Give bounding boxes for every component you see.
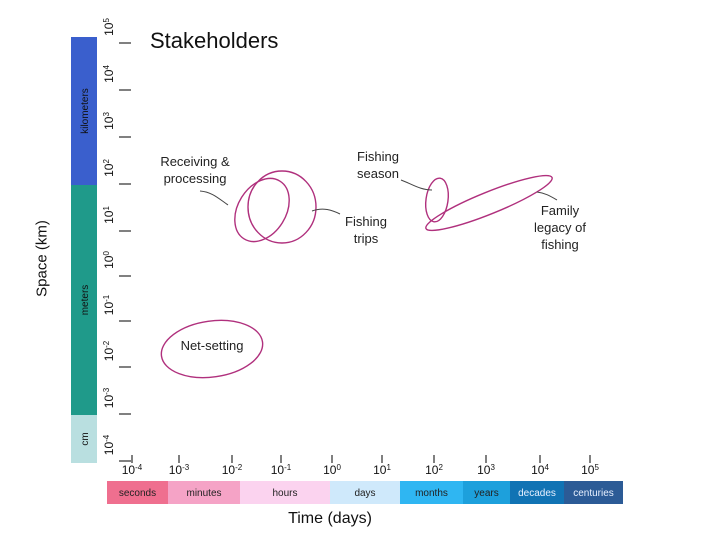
space-unit-label-kilometers: kilometers <box>80 88 91 134</box>
stakeholder-label-fishing-season: Fishing season <box>357 149 399 181</box>
time-unit-band-years <box>463 481 510 504</box>
space-unit-band-meters <box>71 185 97 415</box>
x-tick-label: 10-2 <box>222 463 243 478</box>
y-tick-label: 104 <box>102 65 117 83</box>
y-tick-label: 10-2 <box>102 340 117 361</box>
y-tick-label: 10-1 <box>102 294 117 315</box>
time-unit-label-decades: decades <box>518 488 556 499</box>
ellipse-receiving <box>247 170 317 244</box>
diagram-title: Stakeholders <box>150 28 279 53</box>
time-unit-band-decades <box>510 481 564 504</box>
x-tick-label: 105 <box>581 463 599 478</box>
ellipse-receiving <box>234 177 290 243</box>
space-unit-band-kilometers <box>71 37 97 185</box>
time-unit-label-centuries: centuries <box>573 488 614 499</box>
time-unit-label-seconds: seconds <box>119 488 156 499</box>
time-unit-label-hours: hours <box>272 488 297 499</box>
space-unit-label-cm: cm <box>80 432 91 445</box>
y-tick-label: 101 <box>102 206 117 224</box>
x-tick-label: 103 <box>477 463 495 478</box>
space-unit-band-cm <box>71 415 97 463</box>
x-tick-label: 100 <box>323 463 341 478</box>
time-unit-band-months <box>400 481 463 504</box>
y-tick-label: 103 <box>102 112 117 130</box>
time-unit-band-minutes <box>168 481 240 504</box>
stakeholder-label-receiving: Receiving & processing <box>160 154 230 186</box>
x-tick-label: 10-3 <box>169 463 190 478</box>
ellipse-net-setting <box>160 319 264 379</box>
leader-line-fishing-trips <box>311 208 341 215</box>
x-axis-label: Time (days) <box>288 510 372 527</box>
time-unit-band-days <box>330 481 400 504</box>
ellipse-fishing-season <box>424 177 450 223</box>
y-tick-label: 102 <box>102 159 117 177</box>
time-unit-band-hours <box>240 481 330 504</box>
stakeholder-label-fishing-trips: Fishing trips <box>345 214 387 246</box>
time-unit-band-seconds <box>107 481 168 504</box>
leader-line-receiving <box>199 190 229 206</box>
leader-line-fishing-season <box>400 179 433 191</box>
stakeholder-label-net-setting: Net-setting <box>181 338 244 353</box>
y-tick-label: 105 <box>102 18 117 36</box>
y-tick-label: 100 <box>102 251 117 269</box>
time-unit-label-minutes: minutes <box>186 488 221 499</box>
ellipse-family-legacy <box>425 174 553 232</box>
y-tick-label: 10-4 <box>102 434 117 455</box>
x-tick-label: 104 <box>531 463 549 478</box>
time-unit-band-centuries <box>564 481 623 504</box>
space-unit-label-meters: meters <box>80 285 91 316</box>
time-unit-label-years: years <box>474 488 498 499</box>
x-tick-label: 10-4 <box>122 463 143 478</box>
x-tick-label: 10-1 <box>271 463 292 478</box>
time-unit-label-days: days <box>354 488 375 499</box>
leader-line-family-legacy <box>536 191 558 201</box>
y-tick-label: 10-3 <box>102 387 117 408</box>
stakeholder-label-family-legacy: Family legacy of fishing <box>534 203 586 252</box>
x-tick-label: 102 <box>425 463 443 478</box>
time-unit-label-months: months <box>415 488 448 499</box>
x-tick-label: 101 <box>373 463 391 478</box>
